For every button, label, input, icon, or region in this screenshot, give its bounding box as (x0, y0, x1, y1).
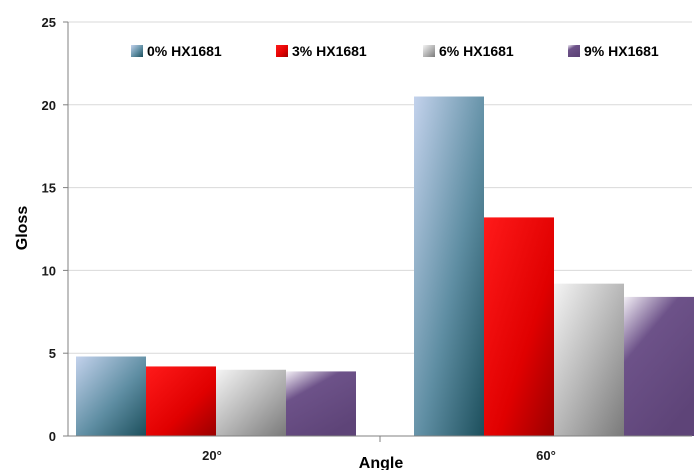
bar-3-hx1681-1 (484, 217, 554, 436)
legend-label: 0% HX1681 (147, 43, 222, 59)
y-tick-label: 15 (42, 181, 56, 196)
legend-swatch (276, 45, 288, 57)
legend-label: 6% HX1681 (439, 43, 514, 59)
y-axis-title: Gloss (14, 206, 31, 251)
y-tick-label: 10 (42, 263, 56, 278)
bar-0-hx1681-0 (76, 356, 146, 436)
x-tick-label: 20° (202, 448, 222, 463)
y-tick-label: 20 (42, 98, 56, 113)
y-tick-label: 5 (49, 346, 56, 361)
y-tick-label: 0 (49, 429, 56, 444)
bar-6-hx1681-1 (554, 283, 624, 436)
bar-3-hx1681-0 (146, 366, 216, 436)
legend-swatch (568, 45, 580, 57)
bar-0-hx1681-1 (414, 96, 484, 437)
legend-swatch (131, 45, 143, 57)
legend-label: 3% HX1681 (292, 43, 367, 59)
bar-9-hx1681-1 (624, 296, 694, 436)
legend-swatch (423, 45, 435, 57)
legend-label: 9% HX1681 (584, 43, 659, 59)
y-tick-label: 25 (42, 15, 56, 30)
bar-6-hx1681-0 (216, 369, 286, 436)
x-tick-label: 60° (536, 448, 556, 463)
bar-9-hx1681-0 (286, 371, 356, 436)
x-axis-title: Angle (359, 455, 404, 470)
